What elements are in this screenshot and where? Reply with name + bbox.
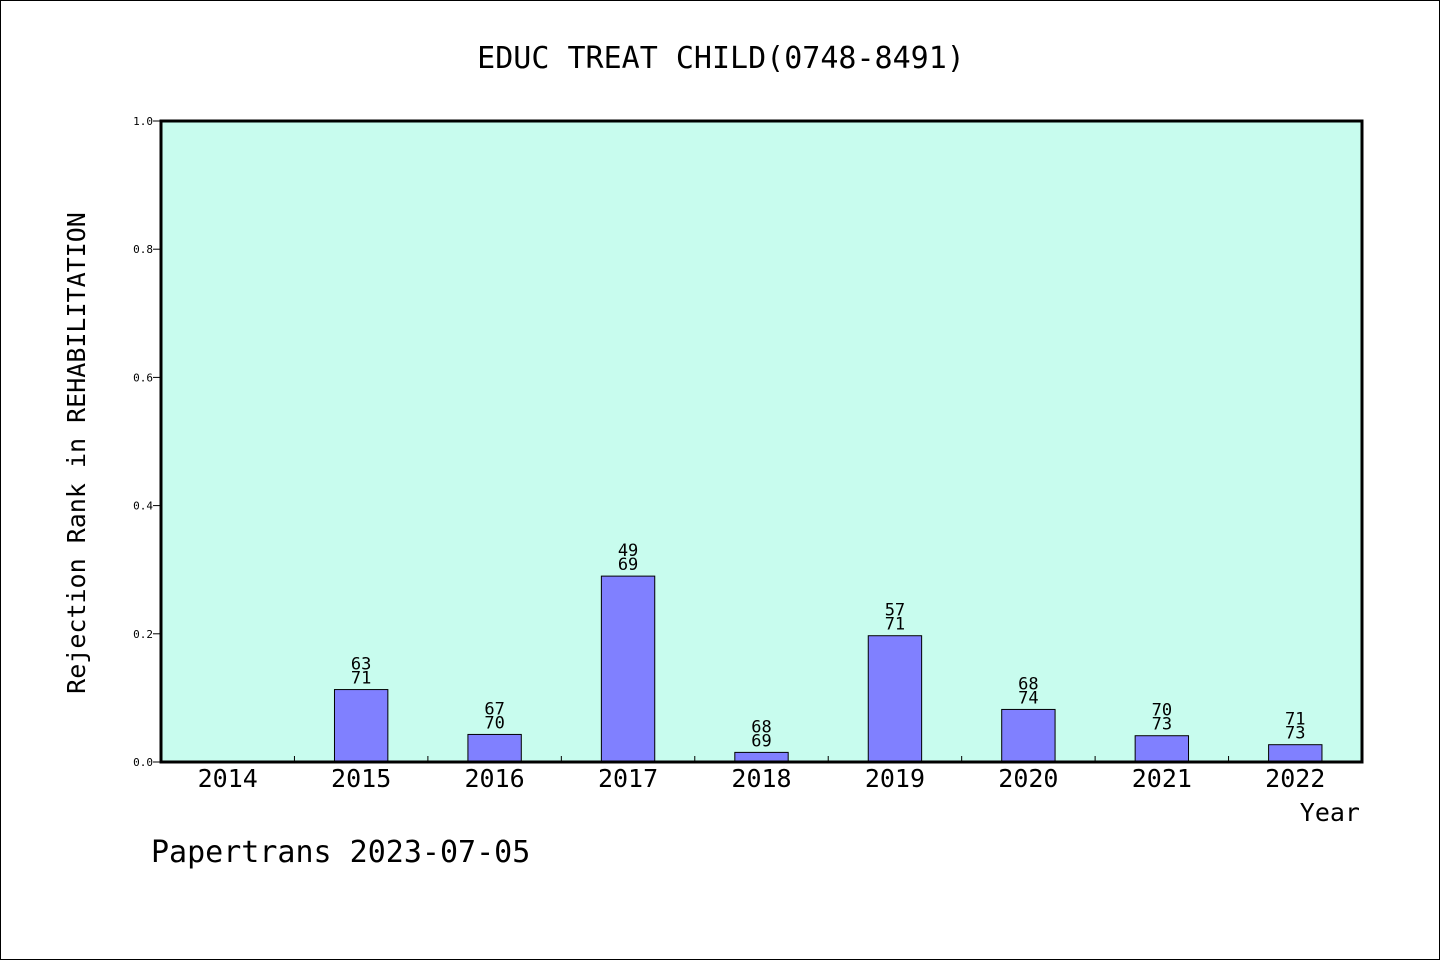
bar-label-top: 63: [351, 655, 371, 675]
x-tick-label: 2018: [731, 764, 791, 793]
x-tick-label: 2019: [865, 764, 925, 793]
y-tick-label: 0.0: [133, 756, 153, 769]
x-tick-label: 2015: [331, 764, 391, 793]
x-axis: 2014 2015 2016 2017 2018 2019 2020 2021 2022: [198, 756, 1325, 793]
bar-label-top: 49: [618, 541, 638, 561]
x-tick-label: 2021: [1132, 764, 1192, 793]
chart-title: EDUC TREAT CHILD(0748-8491): [477, 41, 965, 76]
x-tick-label: 2017: [598, 764, 658, 793]
bar-label-top: 68: [1018, 674, 1038, 694]
y-tick-label: 0.6: [133, 371, 153, 384]
bar-label-bottom: 71: [885, 615, 905, 635]
x-axis-label: Year: [1300, 798, 1360, 827]
bar: [1001, 708, 1056, 763]
y-tick-label: 0.4: [133, 500, 153, 513]
x-tick-label: 2014: [198, 764, 258, 793]
y-tick-label: 1.0: [133, 115, 153, 128]
bar-label-top: 67: [484, 699, 504, 719]
bar-label-bottom: 70: [484, 713, 504, 733]
bar-label-top: 57: [885, 601, 905, 621]
bar-label-bottom: 71: [351, 669, 371, 689]
y-axis: 0.0 0.2 0.4 0.6 0.8 1.0: [133, 115, 161, 769]
bar-label-top: 70: [1152, 701, 1172, 721]
bar-label-bottom: 74: [1018, 688, 1038, 708]
bar: [867, 635, 923, 763]
bar-label-bottom: 73: [1285, 724, 1305, 744]
bar: [467, 733, 522, 763]
bar: [1134, 735, 1190, 763]
bar-label-bottom: 73: [1152, 715, 1172, 735]
x-tick-label: 2022: [1265, 764, 1325, 793]
x-tick-label: 2016: [465, 764, 525, 793]
bar-label-bottom: 69: [751, 731, 771, 751]
bar: [600, 575, 656, 763]
y-tick-label: 0.8: [133, 243, 153, 256]
bar-label-bottom: 69: [618, 555, 638, 575]
bar: [333, 689, 389, 763]
y-tick-label: 0.2: [133, 628, 153, 641]
plot-frame: [159, 119, 1364, 764]
y-axis-label: Rejection Rank in REHABILITATION: [62, 212, 91, 694]
bar-series: [333, 575, 1323, 763]
bar: [1268, 744, 1323, 763]
bar-label-top: 68: [751, 717, 771, 737]
bar-label-top: 71: [1285, 710, 1305, 730]
x-tick-label: 2020: [998, 764, 1058, 793]
plot-area: [159, 119, 1364, 764]
footer-note: Papertrans 2023-07-05: [151, 835, 531, 870]
